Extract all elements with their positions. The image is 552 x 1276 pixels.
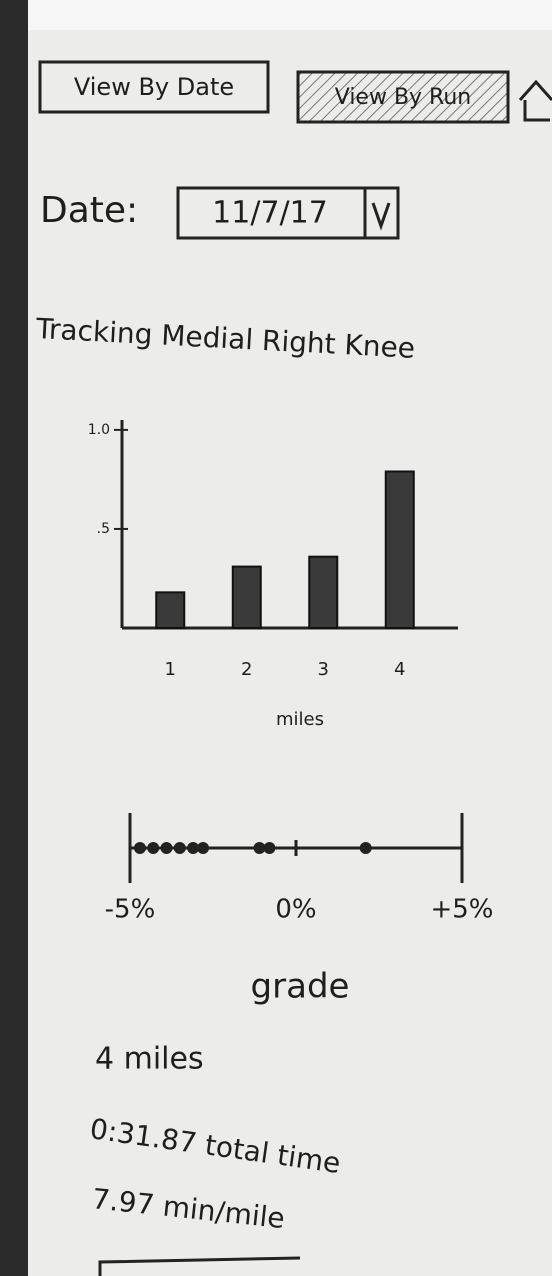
x-tick-label: -5% (105, 895, 156, 925)
x-tick-label: 4 (394, 659, 405, 680)
x-tick-label: +5% (430, 895, 493, 925)
date-label: Date: (40, 190, 138, 231)
y-tick-label: .5 (97, 521, 110, 537)
button-label: View By Date (74, 73, 234, 101)
summary-line: 4 miles (95, 1042, 204, 1077)
board-edge (0, 0, 28, 1276)
button-label: View By Run (335, 85, 472, 110)
grade-point (197, 842, 209, 854)
bar (233, 567, 261, 628)
bar (309, 557, 337, 628)
grade-point (134, 842, 146, 854)
y-tick-label: 1.0 (88, 422, 110, 438)
x-axis-label: grade (251, 967, 350, 1007)
grade-point (147, 842, 159, 854)
grade-point (174, 842, 186, 854)
x-axis-label: miles (276, 709, 324, 730)
grade-point (161, 842, 173, 854)
x-tick-label: 3 (318, 659, 329, 680)
x-tick-label: 2 (241, 659, 252, 680)
board-top (28, 0, 552, 30)
whiteboard: View By Date View By Run Date: 11/7/17 T… (0, 0, 552, 1276)
date-value: 11/7/17 (212, 196, 328, 231)
grade-point (360, 842, 372, 854)
bar (386, 472, 414, 628)
bar (156, 592, 184, 628)
x-tick-label: 0% (275, 895, 316, 925)
x-tick-label: 1 (165, 659, 176, 680)
grade-point (263, 842, 275, 854)
